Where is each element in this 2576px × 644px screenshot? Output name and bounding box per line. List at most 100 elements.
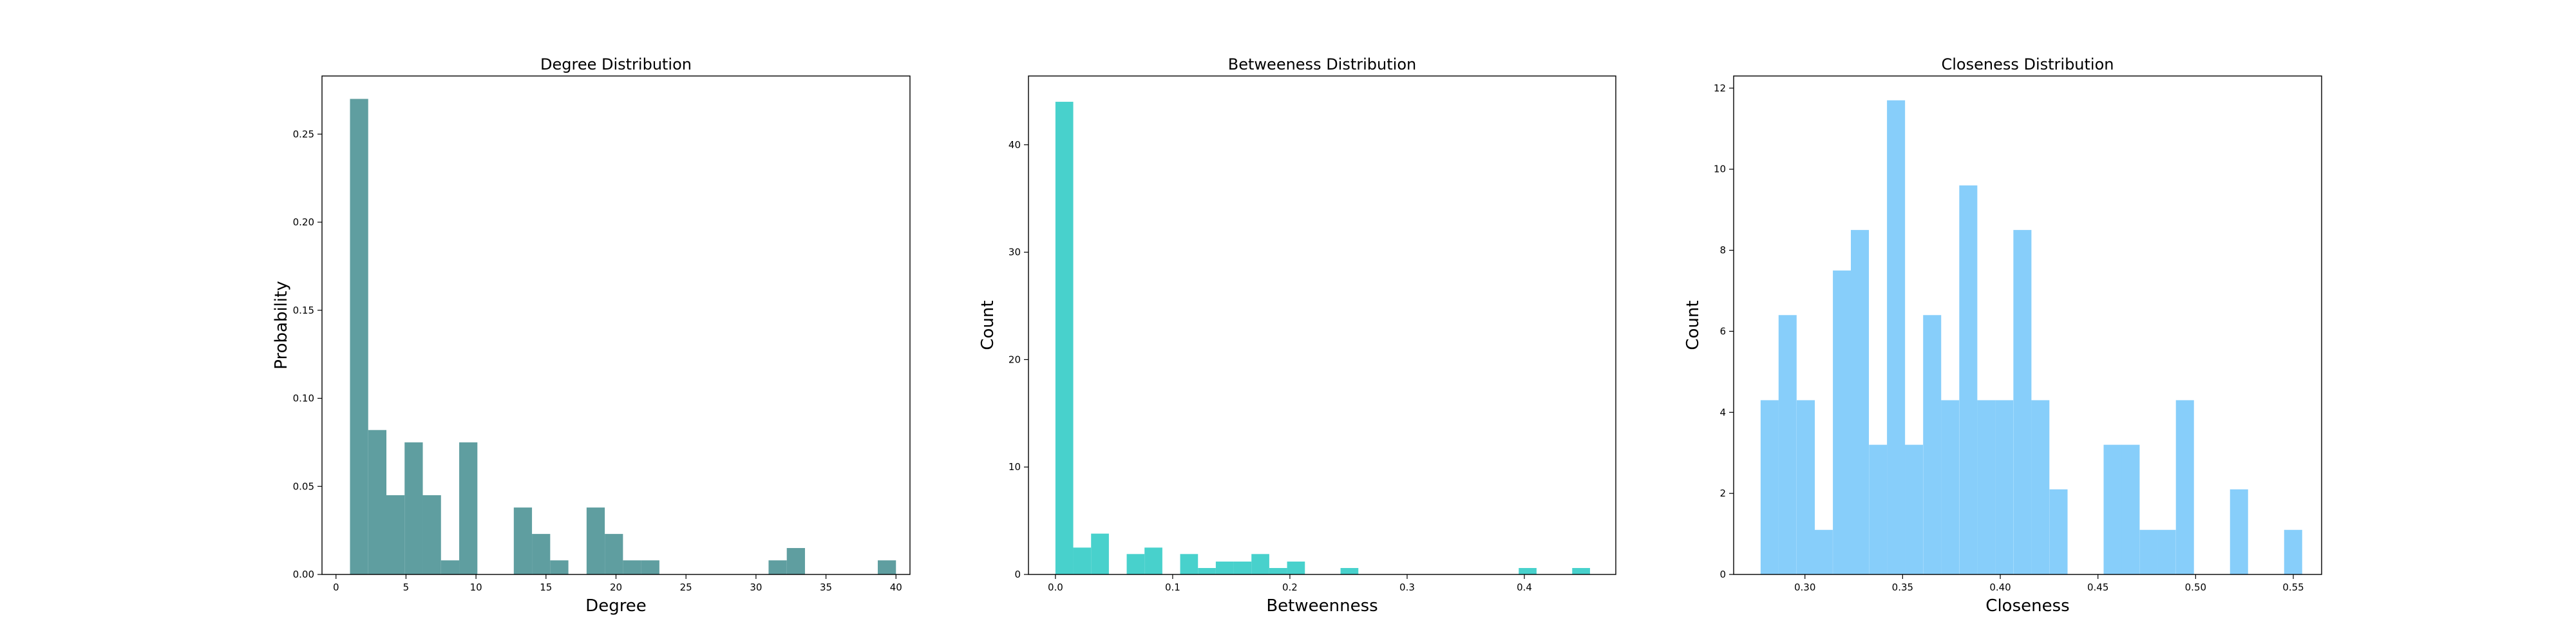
closeness-ytick-label-4: 8 (1719, 245, 1726, 256)
degree-bar-8 (532, 534, 551, 574)
betweenness-bar-13 (1519, 567, 1537, 574)
degree-xtick-label-1: 5 (403, 582, 410, 593)
closeness-bar-18 (2121, 444, 2140, 574)
closeness-bar-11 (1959, 185, 1978, 574)
betweenness-bar-1 (1073, 547, 1092, 574)
closeness-bar-19 (2139, 529, 2158, 574)
closeness-bar-12 (1977, 400, 1996, 574)
betweenness-ytick-label-1: 10 (1009, 461, 1021, 473)
degree-xtick-label-2: 10 (470, 582, 482, 593)
betweenness-bar-4 (1144, 547, 1162, 574)
betweenness-ytick-label-2: 20 (1009, 354, 1021, 365)
degree-xtick-label-0: 0 (333, 582, 339, 593)
betweenness-xtick-label-3: 0.3 (1399, 582, 1415, 593)
degree-bar-7 (513, 507, 533, 574)
degree-bar-9 (550, 560, 569, 574)
degree-xtick-label-8: 40 (890, 582, 902, 593)
closeness-ylabel: Count (1683, 300, 1703, 350)
degree-xtick-label-5: 25 (680, 582, 692, 593)
closeness-bar-8 (1905, 444, 1924, 574)
betweenness-xtick-label-0: 0.0 (1048, 582, 1063, 593)
closeness-ytick-label-1: 2 (1719, 488, 1726, 499)
degree-ytick-label-2: 0.10 (293, 393, 314, 404)
betweenness-bar-14 (1572, 567, 1590, 574)
degree-xtick-label-7: 35 (820, 582, 832, 593)
closeness-bar-15 (2031, 400, 2050, 574)
betweenness-chart: 0.0 0.1 0.2 0.3 0.4 0 10 20 30 40 Betweeness Distr… (978, 55, 1616, 616)
degree-chart: 0 5 10 15 20 25 30 35 40 0.00 0.05 0.10 0.15 0.20 0.25… (272, 55, 911, 616)
degree-bar-13 (641, 560, 659, 574)
betweenness-bar-2 (1091, 533, 1109, 574)
degree-bar-14 (768, 560, 787, 574)
degree-ytick-label-5: 0.25 (293, 128, 314, 140)
closeness-axes-frame (1733, 75, 2322, 575)
degree-title: Degree Distribution (540, 55, 692, 73)
closeness-bar-20 (2157, 529, 2176, 574)
degree-bar-11 (605, 534, 623, 574)
closeness-bar-23 (2284, 529, 2302, 574)
degree-bar-5 (440, 560, 460, 574)
betweenness-bar-12 (1340, 567, 1359, 574)
betweenness-ytick-label-3: 30 (1009, 247, 1021, 258)
closeness-xtick-label-1: 0.35 (1892, 582, 1913, 593)
closeness-bar-5 (1850, 230, 1870, 574)
closeness-xtick-label-0: 0.30 (1794, 582, 1815, 593)
closeness-bar-0 (1760, 400, 1779, 574)
closeness-bar-7 (1887, 100, 1906, 574)
closeness-xtick-label-3: 0.45 (2087, 582, 2108, 593)
degree-bar-0 (350, 99, 368, 575)
degree-xtick-label-6: 30 (750, 582, 762, 593)
degree-xtick-label-3: 15 (540, 582, 552, 593)
degree-bar-6 (459, 442, 478, 574)
degree-ylabel: Probability (272, 281, 291, 369)
closeness-bar-1 (1778, 315, 1797, 574)
closeness-bar-21 (2175, 400, 2194, 574)
closeness-bar-3 (1814, 529, 1833, 574)
betweenness-title: Betweeness Distribution (1228, 55, 1416, 73)
closeness-bar-13 (1995, 400, 2014, 574)
betweenness-bar-9 (1251, 554, 1269, 574)
closeness-chart: 0.30 0.35 0.40 0.45 0.50 0.55 0 2 4 6 8 10 12 Closene… (1683, 55, 2322, 616)
betweenness-bar-7 (1215, 561, 1234, 574)
betweenness-xtick-label-2: 0.2 (1282, 582, 1298, 593)
degree-ytick-label-1: 0.05 (293, 480, 314, 492)
betweenness-bar-5 (1180, 554, 1198, 574)
closeness-bar-2 (1796, 400, 1815, 574)
degree-bar-15 (786, 547, 805, 574)
betweenness-bar-6 (1198, 567, 1216, 574)
degree-bar-4 (422, 495, 441, 574)
betweenness-xtick-label-1: 0.1 (1165, 582, 1180, 593)
closeness-bar-16 (2049, 489, 2068, 574)
closeness-ytick-label-6: 12 (1714, 82, 1726, 94)
betweenness-bar-11 (1287, 561, 1305, 574)
closeness-ytick-label-3: 6 (1719, 325, 1726, 337)
closeness-bar-14 (2013, 230, 2032, 574)
betweenness-bar-0 (1055, 102, 1074, 574)
degree-ytick-label-0: 0.00 (293, 569, 314, 580)
closeness-bar-4 (1833, 270, 1852, 574)
closeness-ytick-label-5: 10 (1714, 164, 1726, 175)
degree-bar-16 (878, 560, 896, 574)
betweenness-bar-8 (1233, 561, 1252, 574)
betweenness-ytick-label-0: 0 (1014, 569, 1021, 580)
betweenness-bar-10 (1269, 567, 1287, 574)
betweenness-xlabel: Betweenness (1266, 596, 1378, 616)
degree-bar-10 (586, 507, 605, 574)
closeness-xlabel: Closeness (1985, 596, 2069, 616)
closeness-bar-6 (1869, 444, 1888, 574)
closeness-bar-17 (2103, 444, 2122, 574)
betweenness-xtick-label-4: 0.4 (1517, 582, 1532, 593)
closeness-ytick-label-2: 4 (1719, 406, 1726, 418)
closeness-bar-10 (1941, 400, 1960, 574)
degree-xlabel: Degree (585, 596, 647, 616)
betweenness-bar-3 (1126, 554, 1145, 574)
degree-bar-2 (386, 495, 405, 574)
closeness-xtick-label-2: 0.40 (1989, 582, 2011, 593)
degree-ytick-label-3: 0.15 (293, 305, 314, 316)
closeness-xtick-label-4: 0.50 (2185, 582, 2206, 593)
degree-bar-3 (404, 442, 423, 574)
closeness-title: Closeness Distribution (1941, 55, 2114, 73)
closeness-bar-22 (2230, 489, 2248, 574)
degree-xtick-label-4: 20 (610, 582, 622, 593)
